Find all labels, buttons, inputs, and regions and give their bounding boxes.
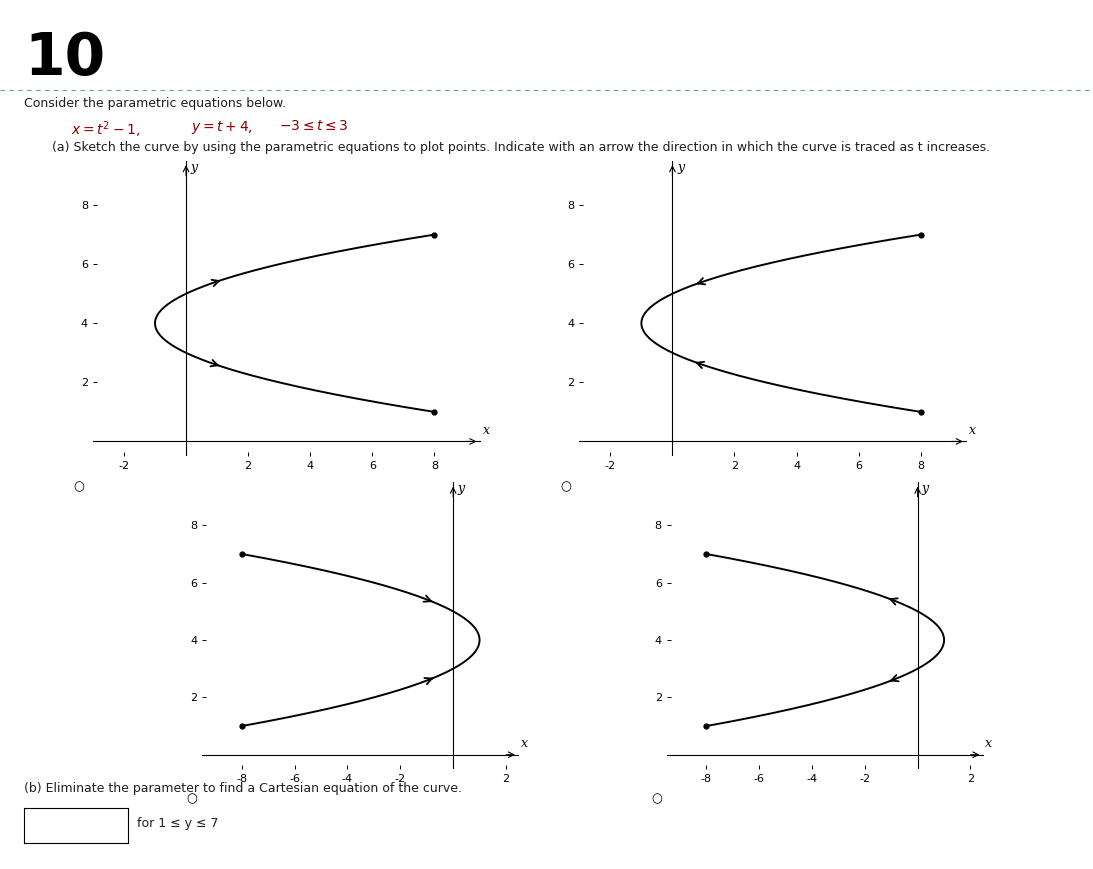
Text: ○: ○ <box>73 480 84 493</box>
Text: x: x <box>985 738 992 751</box>
Text: 10: 10 <box>24 30 105 88</box>
Text: $y = t + 4,$: $y = t + 4,$ <box>191 119 254 136</box>
Text: $x = t^2 - 1,$: $x = t^2 - 1,$ <box>71 119 141 140</box>
Text: (a) Sketch the curve by using the parametric equations to plot points. Indicate : (a) Sketch the curve by using the parame… <box>52 141 990 154</box>
Text: ○: ○ <box>560 480 571 493</box>
Text: y: y <box>457 482 465 495</box>
Text: y: y <box>921 482 929 495</box>
Text: ○: ○ <box>651 792 661 805</box>
Text: Consider the parametric equations below.: Consider the parametric equations below. <box>24 97 286 110</box>
Text: y: y <box>190 161 198 174</box>
Text: x: x <box>482 424 490 437</box>
Text: $-3 \leq t \leq 3$: $-3 \leq t \leq 3$ <box>279 119 349 133</box>
Text: (b) Eliminate the parameter to find a Cartesian equation of the curve.: (b) Eliminate the parameter to find a Ca… <box>24 782 462 795</box>
Text: x: x <box>520 738 528 751</box>
Text: ○: ○ <box>186 792 197 805</box>
Text: y: y <box>677 161 684 174</box>
Text: x: x <box>968 424 976 437</box>
Text: for 1 ≤ y ≤ 7: for 1 ≤ y ≤ 7 <box>137 818 219 830</box>
